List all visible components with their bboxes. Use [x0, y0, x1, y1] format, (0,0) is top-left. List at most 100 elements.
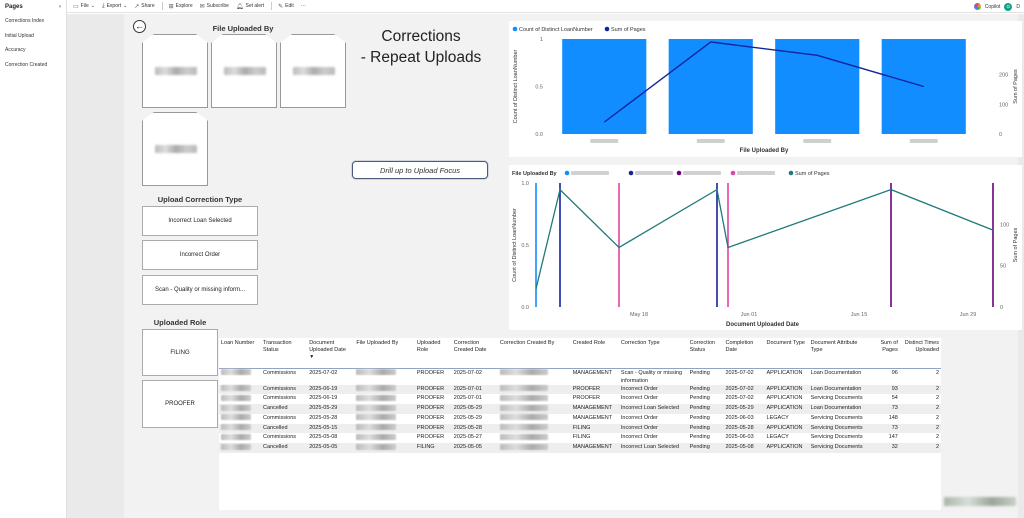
more-options-button[interactable]: ··· [300, 3, 306, 9]
table-cell: Pending [689, 395, 710, 402]
pages-sidebar: Pages ‹ Corrections Index Initial Upload… [0, 0, 67, 518]
redacted-value [356, 424, 397, 431]
table-header-row: Loan Number Transaction Status Document Up… [219, 338, 941, 369]
column-header[interactable]: Completion Date [723, 338, 765, 369]
sum-pages-line [603, 41, 924, 123]
table-cell: Incorrect Order [618, 423, 688, 434]
table-row[interactable]: Cancelled 2025-05-15 PROOFER 2025-05-28 FILI… [219, 423, 941, 434]
column-header[interactable]: Document Type [764, 338, 809, 369]
column-header[interactable]: Correction Created Date [451, 338, 498, 369]
role-filing-button[interactable]: FILING [142, 329, 218, 376]
sidebar-item-corrections-index[interactable]: Corrections Index [5, 18, 45, 24]
uploader-card[interactable] [142, 112, 208, 186]
export-button[interactable]: ⤓ Export ⌄ [101, 2, 128, 10]
table-row[interactable]: Cancelled 2025-05-05 FILING 2025-05-05 MANAG… [219, 443, 941, 454]
table-cell: PROOFER [414, 423, 452, 434]
table-cell [497, 404, 571, 414]
table-cell: PROOFER [416, 434, 445, 441]
copilot-icon [973, 3, 981, 10]
table-cell: 2025-05-29 [307, 404, 355, 414]
table-cell [498, 368, 571, 385]
uploader-card[interactable] [280, 34, 346, 108]
redacted-value [356, 394, 397, 401]
column-header[interactable]: Correction Type [618, 338, 688, 369]
table-cell: MANAGEMENT [572, 414, 613, 421]
avatar[interactable]: G [1004, 2, 1013, 11]
table-cell: 54 [891, 395, 898, 402]
column-header[interactable]: File Uploaded By [354, 338, 415, 369]
column-header[interactable]: Document Uploaded Date ▼ [307, 338, 355, 369]
column-header[interactable]: Transaction Status [261, 338, 308, 369]
bar-2 [775, 39, 860, 134]
table-cell: MANAGEMENT [570, 443, 619, 454]
sidebar-item-correction-created[interactable]: Correction Created [5, 61, 48, 68]
explore-button[interactable]: ⊞ Explore [168, 3, 193, 10]
y-tick-right-0: 200 [999, 73, 1008, 79]
table-cell: PROOFER [570, 384, 619, 395]
table-cell: 2025-06-19 [307, 384, 355, 395]
table-row[interactable]: Commissions 2025-05-08 PROOFER 2025-05-27 FI… [219, 433, 941, 443]
table-cell: Commissions [261, 384, 308, 395]
table-cell: Servicing Documents [808, 443, 873, 454]
slicer-scan-quality[interactable]: Scan - Quality or missing inform... [142, 275, 258, 305]
pencil-icon: ✎ [278, 3, 284, 10]
column-header[interactable]: Correction Created By [497, 338, 571, 369]
table-cell: 2 [899, 443, 941, 454]
table-cell: Pending [687, 443, 724, 454]
toolbar-extra[interactable]: D [1016, 3, 1020, 10]
set-alert-button[interactable]: 🔔︎ Set alert [235, 3, 265, 10]
table-row[interactable]: Commissions 2025-07-02 PROOFER 2025-07-02 MA… [219, 368, 941, 385]
column-header[interactable]: Created Role [570, 338, 619, 369]
redacted-value [356, 414, 397, 421]
role-proofer-button[interactable]: PROOFER [142, 380, 218, 428]
legend-marker-3 [730, 170, 736, 176]
chevron-left-icon[interactable]: ‹ [59, 4, 61, 10]
table-cell: 2025-05-28 [309, 414, 338, 421]
file-uploaded-by-title: File Uploaded By [212, 24, 274, 33]
table-cell: 2025-07-02 [309, 369, 338, 376]
table-row[interactable]: Commissions 2025-06-19 PROOFER 2025-07-01 PR… [219, 394, 941, 404]
table-row[interactable]: Commissions 2025-06-19 PROOFER 2025-07-01 PR… [219, 384, 941, 395]
table-cell: 2025-06-03 [725, 434, 754, 441]
bar-1 [668, 39, 753, 134]
copilot-button[interactable]: Copilot [984, 3, 1001, 10]
slicer-incorrect-loan-selected[interactable]: Incorrect Loan Selected [142, 206, 258, 236]
sidebar-item-accuracy[interactable]: Accuracy [5, 47, 26, 53]
column-header[interactable]: Sum of Pages [872, 338, 900, 369]
table-cell [219, 368, 261, 385]
uploader-card[interactable] [211, 34, 277, 108]
table-cell: 73 [872, 404, 900, 414]
table-cell: MANAGEMENT [572, 369, 613, 376]
slicer-incorrect-order[interactable]: Incorrect Order [142, 240, 258, 270]
table-cell: 93 [872, 384, 900, 395]
y-tick-left-2: 0.0 [535, 132, 543, 138]
subscribe-button[interactable]: ✉ Subscribe [199, 3, 229, 10]
back-arrow-button[interactable]: ← [133, 20, 146, 33]
column-header[interactable]: Document Attribute Type [808, 338, 873, 369]
column-header[interactable]: Correction Status [687, 338, 724, 369]
x-axis-label: Document Uploaded Date [726, 322, 800, 328]
chevron-down-icon: ⌄ [123, 3, 128, 9]
column-header[interactable]: Uploaded Role [414, 338, 452, 369]
table-cell: Loan Documentation [810, 369, 862, 376]
edit-button[interactable]: ✎ Edit [278, 3, 294, 10]
column-header[interactable]: Distinct Times Uploaded [899, 338, 941, 369]
table-row[interactable]: Commissions 2025-05-28 PROOFER 2025-05-29 MA… [219, 414, 941, 424]
table-cell: 2025-05-08 [309, 434, 338, 441]
table-cell: APPLICATION [764, 404, 809, 414]
column-header[interactable]: Loan Number [219, 338, 262, 369]
y-tick-right-2: 0 [1000, 305, 1003, 311]
file-menu-button[interactable]: ▭ File ⌄ [73, 3, 95, 10]
share-button[interactable]: ↗ Share [134, 3, 155, 10]
x-tick-redacted-2 [803, 139, 832, 143]
table-cell [498, 433, 571, 443]
sidebar-header: Pages ‹ [0, 0, 66, 14]
table-cell [219, 394, 261, 404]
table-row[interactable]: Cancelled 2025-05-29 PROOFER 2025-05-29 MANA… [219, 404, 941, 414]
sidebar-item-initial-upload[interactable]: Initial Upload [5, 32, 34, 39]
uploader-card[interactable] [142, 34, 208, 108]
drill-up-button[interactable]: Drill up to Upload Focus [352, 161, 488, 179]
redacted-value [221, 443, 251, 450]
table-cell: 2 [935, 369, 939, 376]
y-tick-right-0: 100 [1000, 222, 1009, 228]
